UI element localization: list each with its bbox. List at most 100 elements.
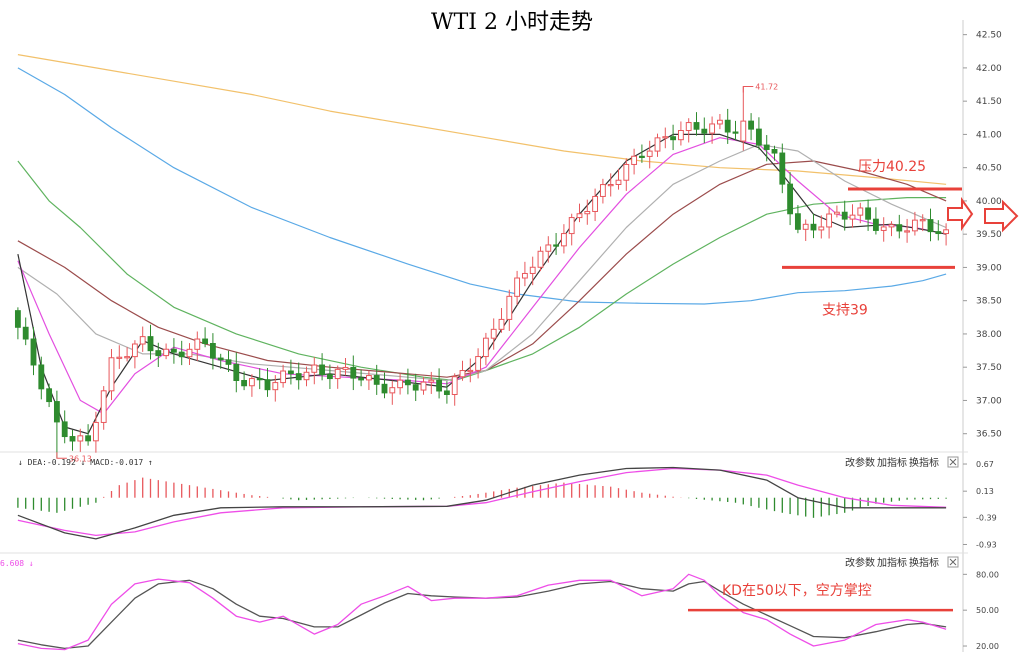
y-tick-label: 50.00 xyxy=(976,606,999,615)
candle-body xyxy=(381,383,388,394)
candle-body xyxy=(178,351,185,358)
candle-body xyxy=(709,123,716,134)
support-label: 支持39 xyxy=(822,302,868,318)
close-icon-cross xyxy=(949,458,957,466)
candle-body xyxy=(623,163,630,181)
candle-body xyxy=(763,144,770,151)
candle-body xyxy=(506,295,513,320)
moving-average-line-ma40 xyxy=(17,160,947,378)
candle-body xyxy=(248,378,255,387)
candle-body xyxy=(342,366,349,370)
candle-body xyxy=(662,136,669,139)
moving-average-line-ma60 xyxy=(17,160,947,382)
y-tick-label: 38.00 xyxy=(976,330,1002,340)
candle-body xyxy=(911,219,918,232)
candle-body xyxy=(748,120,755,130)
candle-body xyxy=(77,435,84,442)
candle-body xyxy=(436,379,443,392)
candle-body xyxy=(693,122,700,130)
y-tick-label: 40.00 xyxy=(976,197,1002,207)
y-tick-label: 37.50 xyxy=(976,363,1002,373)
moving-average-line-ma5 xyxy=(17,133,947,435)
y-tick-label: -0.39 xyxy=(976,513,997,522)
candle-body xyxy=(537,250,544,268)
candle-body xyxy=(880,226,887,231)
candle-body xyxy=(943,229,950,235)
candle-body xyxy=(30,338,37,366)
candle-body xyxy=(631,155,638,165)
candle-body xyxy=(194,338,201,350)
candle-body xyxy=(404,379,411,386)
y-tick-label: 38.50 xyxy=(976,297,1002,307)
candle-body xyxy=(264,379,271,391)
kd-button-3[interactable]: 换指标 xyxy=(909,556,939,569)
candle-body xyxy=(568,217,575,235)
candle-body xyxy=(38,364,45,390)
k-line xyxy=(17,573,947,651)
candle-body xyxy=(389,387,396,394)
candle-body xyxy=(287,370,294,375)
y-tick-label: 41.00 xyxy=(976,130,1002,140)
candle-body xyxy=(326,374,333,380)
low-value-label: 36.13 xyxy=(69,454,92,463)
close-icon[interactable] xyxy=(947,456,959,468)
macd-button-1[interactable]: 改参数 xyxy=(845,456,875,469)
candle-body xyxy=(553,244,560,247)
candle-body xyxy=(334,368,341,380)
candle-body xyxy=(818,226,825,231)
candle-body xyxy=(904,230,911,233)
candle-body xyxy=(545,244,552,252)
candle-body xyxy=(100,390,107,423)
candle-body xyxy=(755,128,762,146)
y-tick-label: 0.67 xyxy=(976,460,994,469)
candle-body xyxy=(802,223,809,230)
candle-body xyxy=(607,184,614,187)
arrow-right-icon xyxy=(984,199,1019,233)
candle-body xyxy=(841,211,848,220)
macd-button-2[interactable]: 加指标 xyxy=(877,456,907,469)
candle-body xyxy=(61,421,68,438)
candle-body xyxy=(280,370,287,384)
moving-average-line-ma120 xyxy=(17,67,947,305)
y-tick-label: 42.00 xyxy=(976,64,1002,74)
candle-body xyxy=(787,183,794,215)
candle-body xyxy=(467,369,474,373)
kd-button-1[interactable]: 改参数 xyxy=(845,556,875,569)
candle-body xyxy=(490,328,497,339)
resistance-label: 压力40.25 xyxy=(858,159,926,175)
candle-body xyxy=(740,120,747,142)
moving-average-line-ma200 xyxy=(17,54,947,185)
candle-body xyxy=(295,373,302,381)
candle-body xyxy=(560,233,567,247)
candle-body xyxy=(482,337,489,358)
low-marker xyxy=(56,452,67,459)
candle-body xyxy=(521,272,528,279)
candle-body xyxy=(514,277,521,297)
candle-body xyxy=(919,219,926,222)
candle-body xyxy=(397,379,404,389)
candle-body xyxy=(872,218,879,231)
candle-body xyxy=(186,348,193,358)
candle-body xyxy=(670,136,677,141)
candle-body xyxy=(147,336,154,352)
macd-legend: ↓ DEA:-0.192 ↓ MACD:-0.017 ↑ xyxy=(18,458,153,467)
candle-body xyxy=(857,207,864,216)
candle-body xyxy=(170,348,177,353)
candle-body xyxy=(217,357,224,361)
candle-body xyxy=(350,366,357,379)
macd-button-3[interactable]: 换指标 xyxy=(909,456,939,469)
kd-button-2[interactable]: 加指标 xyxy=(877,556,907,569)
candle-body xyxy=(849,214,856,220)
candle-body xyxy=(131,343,138,358)
close-icon-cross xyxy=(949,558,957,566)
candle-body xyxy=(373,375,380,385)
close-icon[interactable] xyxy=(947,556,959,568)
candle-body xyxy=(724,119,731,133)
y-tick-label: 41.50 xyxy=(976,97,1002,107)
candle-body xyxy=(225,359,232,365)
candle-body xyxy=(685,122,692,132)
candle-body xyxy=(732,131,739,134)
candle-body xyxy=(599,184,606,197)
y-tick-label: 80.00 xyxy=(976,570,999,579)
